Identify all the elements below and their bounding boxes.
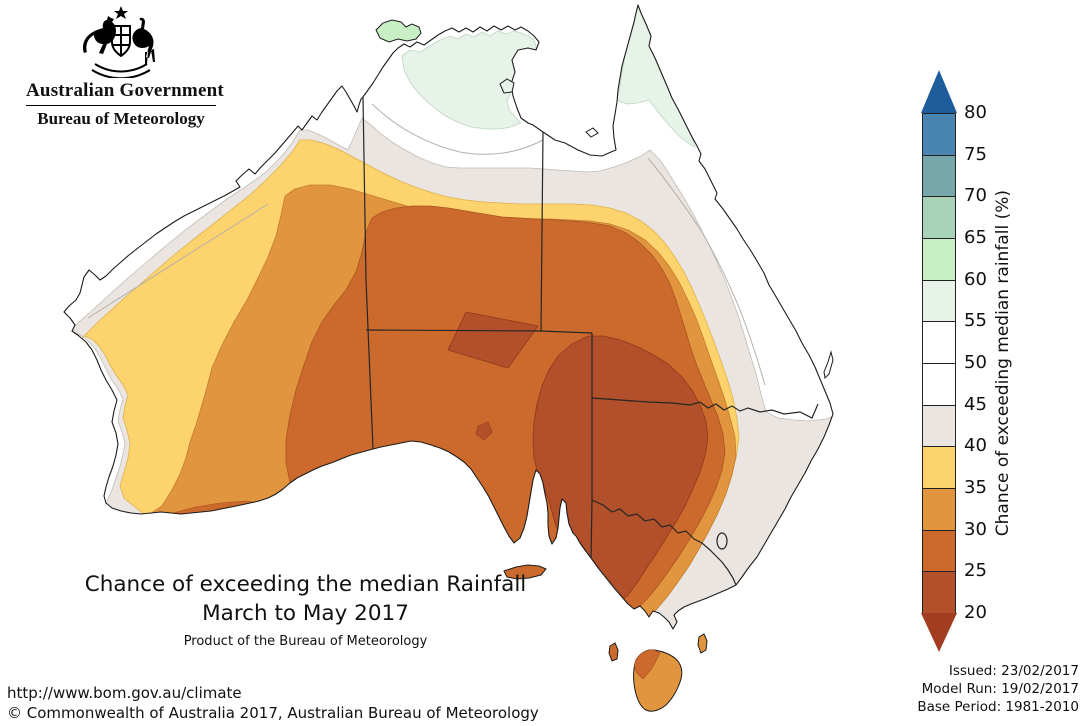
colorbar-tick-55: 55 — [964, 310, 987, 332]
colorbar-arrow-above-80 — [921, 70, 957, 113]
colorbar-segment-35-40 — [923, 447, 955, 489]
colorbar-tick-50: 50 — [964, 352, 987, 373]
colorbar-segment-75-80 — [923, 114, 955, 156]
border-26s — [365, 329, 593, 334]
contour-20-25-corner — [447, 311, 539, 369]
contour-20-25-spot — [475, 421, 493, 441]
colorbar-tick-30: 30 — [964, 518, 987, 540]
flinders-island — [697, 633, 708, 654]
tiwi-islands — [375, 19, 422, 43]
border-wa — [362, 96, 374, 450]
kangaroo-island — [503, 564, 547, 580]
coat-of-arms-icon — [83, 6, 155, 78]
logo-line-bureau: Bureau of Meteorology — [37, 109, 205, 128]
colorbar-tick-20: 20 — [964, 602, 987, 623]
colorbar: 80 75 70 65 60 55 50 45 40 35 30 25 20 — [920, 70, 1085, 670]
colorbar-arrow-below-20 — [921, 613, 957, 652]
colorbar-segment-25-30 — [923, 530, 955, 573]
king-island — [608, 642, 619, 662]
colorbar-tick-35: 35 — [964, 477, 987, 498]
colorbar-bar — [922, 113, 956, 614]
colorbar-segment-20-25 — [923, 572, 955, 614]
colorbar-tick-25: 25 — [964, 560, 987, 582]
base-period: Base Period: 1981-2010 — [917, 699, 1079, 715]
contour-line-50-north — [371, 103, 544, 155]
islands — [375, 19, 834, 712]
colorbar-tick-75: 75 — [964, 143, 987, 165]
colorbar-segment-55-60 — [923, 280, 955, 323]
colorbar-segment-60-65 — [923, 239, 955, 281]
coastline — [63, 4, 834, 630]
tasmania-northwest-band — [634, 649, 661, 680]
crest-star — [114, 6, 128, 19]
logo-line-australian-government: Australian Government — [26, 80, 224, 101]
map-title-line1: Chance of exceeding the median Rainfall — [84, 572, 527, 597]
border-qld-nsw — [591, 397, 819, 419]
colorbar-segment-50-55 — [923, 322, 955, 364]
border-nt-qld — [540, 131, 544, 332]
colorbar-tick-45: 45 — [964, 393, 987, 415]
colorbar-segment-45-50 — [923, 364, 955, 406]
groote-eylandt — [499, 78, 515, 94]
colorbar-tick-80: 80 — [964, 102, 987, 123]
colorbar-tick-40: 40 — [964, 435, 987, 457]
colorbar-tick-65: 65 — [964, 227, 987, 248]
logo-divider — [26, 105, 216, 106]
colorbar-tick-70: 70 — [964, 185, 987, 207]
government-logo: Australian Government Bureau of Meteorol… — [26, 4, 224, 129]
act-boundary — [716, 532, 728, 550]
mornington-island — [585, 127, 599, 138]
crest-base — [91, 63, 151, 78]
colorbar-segment-65-70 — [923, 197, 955, 239]
footer-left: http://www.bom.gov.au/climate © Commonwe… — [7, 683, 539, 723]
colorbar-segment-70-75 — [923, 155, 955, 198]
map-title-line3: Product of the Bureau of Meteorology — [183, 634, 428, 649]
contour-line-50-queensland — [647, 157, 766, 386]
map-title-block: Chance of exceeding the median Rainfall … — [78, 572, 533, 649]
model-run-date: Model Run: 19/02/2017 — [921, 681, 1079, 697]
border-nsw-vic — [591, 499, 737, 586]
crest-kangaroo — [83, 16, 116, 54]
footer-url: http://www.bom.gov.au/climate — [7, 684, 242, 702]
contour-55-60-coastal-sliver — [738, 195, 750, 216]
issued-date: Issued: 23/02/2017 — [948, 663, 1079, 679]
fraser-island — [823, 350, 834, 380]
crest-emu — [132, 17, 155, 65]
colorbar-segment-40-45 — [923, 405, 955, 448]
state-borders — [362, 96, 819, 586]
colorbar-segment-30-35 — [923, 489, 955, 531]
colorbar-axis-label: Chance of exceeding median rainfall (%) — [993, 189, 1013, 537]
map-title-line2: March to May 2017 — [202, 601, 409, 626]
issue-info: Issued: 23/02/2017 Model Run: 19/02/2017… — [917, 662, 1079, 716]
contour-line-50-northwest — [87, 203, 269, 319]
footer-copyright: © Commonwealth of Australia 2017, Austra… — [7, 704, 539, 722]
colorbar-tick-60: 60 — [964, 268, 987, 290]
